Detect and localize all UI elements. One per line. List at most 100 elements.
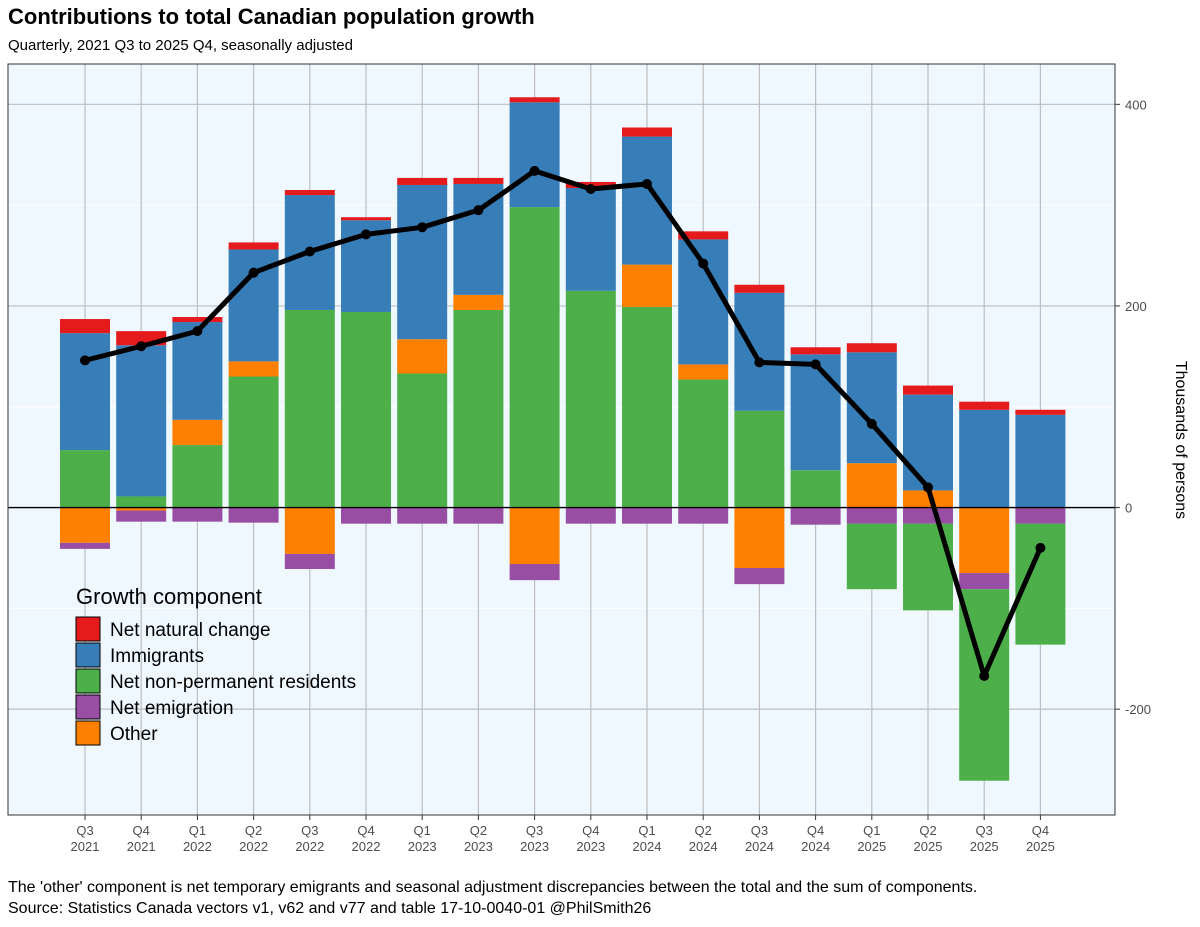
- x-tick-label: Q3 2023: [520, 823, 549, 854]
- total-growth-point: [1035, 542, 1046, 553]
- total-growth-point: [810, 359, 821, 370]
- total-growth-point: [417, 222, 428, 233]
- bar-other: [60, 507, 110, 543]
- bar-net-non-permanent-residents: [622, 306, 672, 508]
- bar-net-emigration: [397, 507, 448, 524]
- total-growth-point: [136, 341, 147, 352]
- bar-net-natural-change: [903, 385, 953, 395]
- bar-net-emigration: [734, 568, 785, 585]
- bar-net-non-permanent-residents: [341, 311, 391, 508]
- bar-net-natural-change: [678, 231, 729, 240]
- bar-net-natural-change: [60, 319, 110, 334]
- bar-net-non-permanent-residents: [509, 207, 560, 508]
- total-growth-point: [361, 229, 371, 240]
- bar-immigrants: [509, 102, 560, 208]
- bar-net-non-permanent-residents: [846, 523, 897, 590]
- bar-net-non-permanent-residents: [734, 410, 785, 508]
- total-growth-point: [304, 246, 315, 257]
- x-tick-label: Q3 2025: [970, 823, 999, 854]
- legend-swatch: [75, 642, 101, 668]
- x-tick-label: Q4 2021: [127, 823, 156, 854]
- bar-immigrants: [678, 239, 729, 365]
- total-growth-point: [698, 258, 709, 269]
- bar-net-natural-change: [622, 127, 672, 137]
- bar-net-emigration: [284, 553, 335, 570]
- total-growth-point: [642, 178, 652, 189]
- total-growth-point: [192, 326, 203, 337]
- bar-net-emigration: [341, 507, 391, 524]
- bar-net-natural-change: [341, 217, 391, 221]
- bar-net-non-permanent-residents: [565, 290, 616, 508]
- bar-other: [453, 294, 504, 310]
- x-tick-label: Q3 2022: [295, 823, 324, 854]
- bar-net-natural-change: [453, 177, 504, 184]
- x-tick-label: Q4 2025: [1026, 823, 1055, 854]
- y-tick-label: -200: [1125, 702, 1151, 717]
- bar-net-non-permanent-residents: [678, 379, 729, 508]
- bar-net-emigration: [60, 542, 110, 549]
- bar-net-emigration: [903, 507, 953, 524]
- bar-other: [116, 507, 167, 511]
- x-tick-label: Q2 2023: [464, 823, 493, 854]
- bar-net-emigration: [1015, 507, 1066, 524]
- bar-other: [228, 361, 279, 377]
- bar-other: [172, 419, 223, 446]
- bar-immigrants: [116, 345, 167, 497]
- total-growth-point: [979, 670, 990, 681]
- x-tick-label: Q2 2024: [689, 823, 718, 854]
- x-tick-label: Q1 2022: [183, 823, 212, 854]
- bar-other: [397, 339, 448, 374]
- bar-net-emigration: [172, 507, 223, 522]
- bar-net-emigration: [622, 507, 672, 524]
- legend-label: Net natural change: [110, 620, 271, 641]
- bar-net-emigration: [790, 507, 841, 525]
- bar-net-natural-change: [284, 190, 335, 196]
- x-tick-label: Q4 2024: [801, 823, 830, 854]
- bar-net-emigration: [509, 563, 560, 581]
- legend-swatch: [75, 668, 101, 694]
- total-growth-point: [80, 355, 90, 366]
- caption-note: The 'other' component is net temporary e…: [8, 879, 978, 896]
- bar-net-emigration: [959, 573, 1010, 590]
- x-tick-label: Q4 2022: [352, 823, 381, 854]
- total-growth-point: [585, 183, 596, 194]
- legend-label: Other: [110, 724, 158, 745]
- bar-net-natural-change: [734, 284, 785, 293]
- bar-net-non-permanent-residents: [284, 309, 335, 508]
- legend-title: Growth component: [76, 584, 262, 609]
- bar-net-natural-change: [509, 97, 560, 103]
- total-growth-line: [84, 168, 1043, 679]
- bar-net-emigration: [678, 507, 729, 524]
- bar-net-natural-change: [790, 347, 841, 355]
- total-growth-point: [473, 205, 484, 216]
- bar-immigrants: [60, 333, 110, 451]
- legend-swatch: [75, 616, 101, 642]
- bar-immigrants: [790, 354, 841, 471]
- total-growth-point: [923, 482, 933, 493]
- bar-net-natural-change: [1015, 409, 1066, 415]
- plot-border: [7, 63, 1116, 816]
- chart-subtitle: Quarterly, 2021 Q3 to 2025 Q4, seasonall…: [8, 37, 353, 54]
- bar-net-natural-change: [397, 177, 448, 185]
- bar-other: [678, 364, 729, 380]
- bar-net-non-permanent-residents: [453, 309, 504, 508]
- bar-net-emigration: [565, 507, 616, 524]
- bar-other: [959, 507, 1010, 574]
- total-growth-point: [866, 418, 877, 429]
- x-tick-label: Q2 2022: [239, 823, 268, 854]
- legend-label: Net non-permanent residents: [110, 672, 356, 693]
- x-tick-label: Q3 2021: [71, 823, 100, 854]
- x-tick-label: Q1 2024: [633, 823, 662, 854]
- bar-immigrants: [565, 187, 616, 291]
- bar-immigrants: [734, 292, 785, 411]
- bar-other: [846, 463, 897, 508]
- x-tick-label: Q1 2025: [857, 823, 886, 854]
- y-tick-label: 0: [1125, 501, 1132, 516]
- bar-other: [734, 507, 785, 569]
- bar-net-non-permanent-residents: [228, 376, 279, 508]
- y-tick-label: 400: [1125, 97, 1147, 112]
- bar-net-non-permanent-residents: [60, 450, 110, 508]
- bar-net-emigration: [228, 507, 279, 523]
- bar-immigrants: [622, 136, 672, 265]
